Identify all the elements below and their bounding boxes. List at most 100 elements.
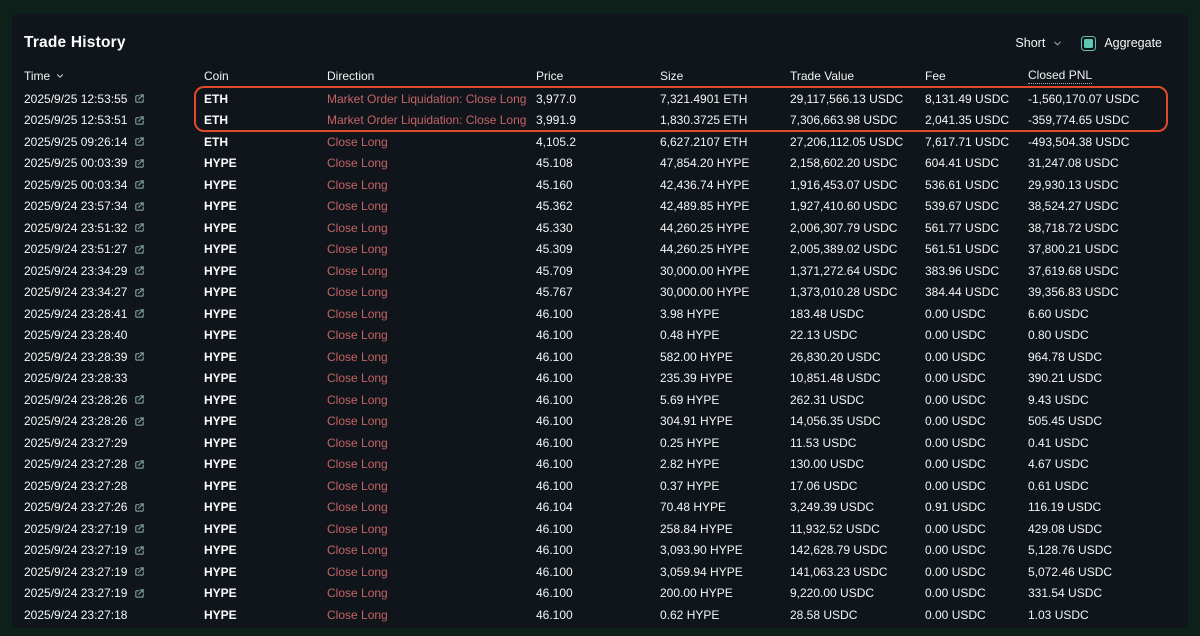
external-link-icon[interactable]: [134, 93, 145, 104]
column-header-size: Size: [660, 69, 684, 83]
external-link-icon[interactable]: [134, 351, 145, 362]
cell-price: 45.160: [536, 177, 573, 192]
cell-direction: Close Long: [327, 607, 388, 622]
cell-size: 3,059.94 HYPE: [660, 564, 743, 579]
cell-size: 42,436.74 HYPE: [660, 177, 750, 192]
cell-trade-value: 2,006,307.79 USDC: [790, 220, 898, 235]
table-row: 2025/9/24 23:27:28 HYPE Close Long 46.10…: [24, 475, 1176, 497]
column-header-closed-pnl[interactable]: Closed PNL: [1028, 68, 1093, 84]
external-link-icon[interactable]: [134, 566, 145, 577]
cell-size: 2.82 HYPE: [660, 457, 720, 472]
external-link-icon[interactable]: [134, 416, 145, 427]
cell-price: 46.100: [536, 414, 573, 429]
external-link-icon[interactable]: [134, 244, 145, 255]
panel-header: Trade History Short Aggregate: [24, 32, 1176, 54]
external-link-icon[interactable]: [134, 502, 145, 513]
cell-price: 45.709: [536, 263, 573, 278]
cell-trade-value: 1,371,272.64 USDC: [790, 263, 898, 278]
cell-direction: Close Long: [327, 263, 388, 278]
cell-direction: Close Long: [327, 586, 388, 601]
external-link-icon[interactable]: [134, 179, 145, 190]
cell-time: 2025/9/24 23:27:29: [24, 435, 128, 450]
cell-closed-pnl: 0.41 USDC: [1028, 435, 1089, 450]
external-link-icon[interactable]: [134, 588, 145, 599]
table-row: 2025/9/24 23:28:41 HYPE Close Long 46.10…: [24, 303, 1176, 325]
cell-time: 2025/9/24 23:27:26: [24, 500, 204, 514]
cell-coin: HYPE: [204, 177, 237, 192]
cell-fee: 0.00 USDC: [925, 328, 986, 343]
cell-price: 46.100: [536, 371, 573, 386]
cell-fee: 0.00 USDC: [925, 457, 986, 472]
cell-trade-value: 130.00 USDC: [790, 457, 865, 472]
cell-fee: 0.00 USDC: [925, 435, 986, 450]
cell-trade-value: 142,628.79 USDC: [790, 543, 888, 558]
cell-size: 0.48 HYPE: [660, 328, 720, 343]
aggregate-toggle[interactable]: Aggregate: [1081, 35, 1162, 51]
cell-direction: Close Long: [327, 306, 388, 321]
cell-size: 70.48 HYPE: [660, 500, 727, 515]
cell-fee: 0.00 USDC: [925, 349, 986, 364]
external-link-icon[interactable]: [134, 459, 145, 470]
cell-time: 2025/9/25 00:03:34: [24, 178, 204, 192]
table-row: 2025/9/24 23:28:39 HYPE Close Long 46.10…: [24, 346, 1176, 368]
external-link-icon[interactable]: [134, 201, 145, 212]
cell-price: 46.100: [536, 328, 573, 343]
cell-fee: 0.91 USDC: [925, 500, 986, 515]
external-link-icon[interactable]: [134, 523, 145, 534]
cell-fee: 0.00 USDC: [925, 478, 986, 493]
cell-direction: Close Long: [327, 500, 388, 515]
aggregate-checkbox[interactable]: [1081, 35, 1097, 51]
cell-price: 4,105.2: [536, 134, 577, 149]
external-link-icon[interactable]: [134, 308, 145, 319]
cell-fee: 0.00 USDC: [925, 371, 986, 386]
cell-trade-value: 2,158,602.20 USDC: [790, 156, 898, 171]
cell-coin: HYPE: [204, 457, 237, 472]
cell-time: 2025/9/24 23:34:29: [24, 264, 204, 278]
cell-size: 0.37 HYPE: [660, 478, 720, 493]
cell-coin: HYPE: [204, 607, 237, 622]
cell-size: 6,627.2107 ETH: [660, 134, 748, 149]
cell-trade-value: 1,916,453.07 USDC: [790, 177, 898, 192]
cell-price: 46.100: [536, 435, 573, 450]
cell-size: 42,489.85 HYPE: [660, 199, 750, 214]
column-header-time[interactable]: Time: [24, 69, 204, 83]
cell-closed-pnl: 38,524.27 USDC: [1028, 199, 1119, 214]
cell-closed-pnl: 38,718.72 USDC: [1028, 220, 1119, 235]
cell-size: 30,000.00 HYPE: [660, 285, 750, 300]
external-link-icon[interactable]: [134, 158, 145, 169]
external-link-icon[interactable]: [134, 287, 145, 298]
external-link-icon[interactable]: [134, 115, 145, 126]
side-filter-dropdown[interactable]: Short: [1015, 36, 1063, 50]
cell-price: 46.100: [536, 607, 573, 622]
cell-closed-pnl: 0.80 USDC: [1028, 328, 1089, 343]
cell-price: 45.108: [536, 156, 573, 171]
external-link-icon[interactable]: [134, 394, 145, 405]
cell-time: 2025/9/24 23:27:28: [24, 478, 128, 493]
cell-trade-value: 29,117,566.13 USDC: [790, 91, 904, 106]
cell-time: 2025/9/24 23:51:32: [24, 221, 204, 235]
cell-price: 46.104: [536, 500, 573, 515]
cell-fee: 0.00 USDC: [925, 543, 986, 558]
cell-time: 2025/9/24 23:27:19: [24, 543, 204, 557]
external-link-icon[interactable]: [134, 136, 145, 147]
external-link-icon[interactable]: [134, 265, 145, 276]
cell-price: 46.100: [536, 349, 573, 364]
external-link-icon[interactable]: [134, 545, 145, 556]
cell-fee: 0.00 USDC: [925, 414, 986, 429]
table-row: 2025/9/24 23:34:29 HYPE Close Long 45.70…: [24, 260, 1176, 282]
cell-price[interactable]: 3,991.9: [536, 113, 577, 128]
cell-size: 0.62 HYPE: [660, 607, 720, 622]
cell-time: 2025/9/24 23:28:26: [24, 414, 204, 428]
cell-time: 2025/9/25 09:26:14: [24, 135, 204, 149]
table-row: 2025/9/24 23:27:19 HYPE Close Long 46.10…: [24, 583, 1176, 605]
cell-coin: HYPE: [204, 220, 237, 235]
cell-direction: Close Long: [327, 134, 388, 149]
cell-coin: HYPE: [204, 414, 237, 429]
cell-closed-pnl: 37,619.68 USDC: [1028, 263, 1119, 278]
cell-coin: HYPE: [204, 478, 237, 493]
header-controls: Short Aggregate: [1015, 35, 1176, 51]
cell-trade-value: 14,056.35 USDC: [790, 414, 881, 429]
external-link-icon[interactable]: [134, 222, 145, 233]
cell-price[interactable]: 3,977.0: [536, 91, 577, 106]
cell-time: 2025/9/24 23:34:27: [24, 285, 204, 299]
